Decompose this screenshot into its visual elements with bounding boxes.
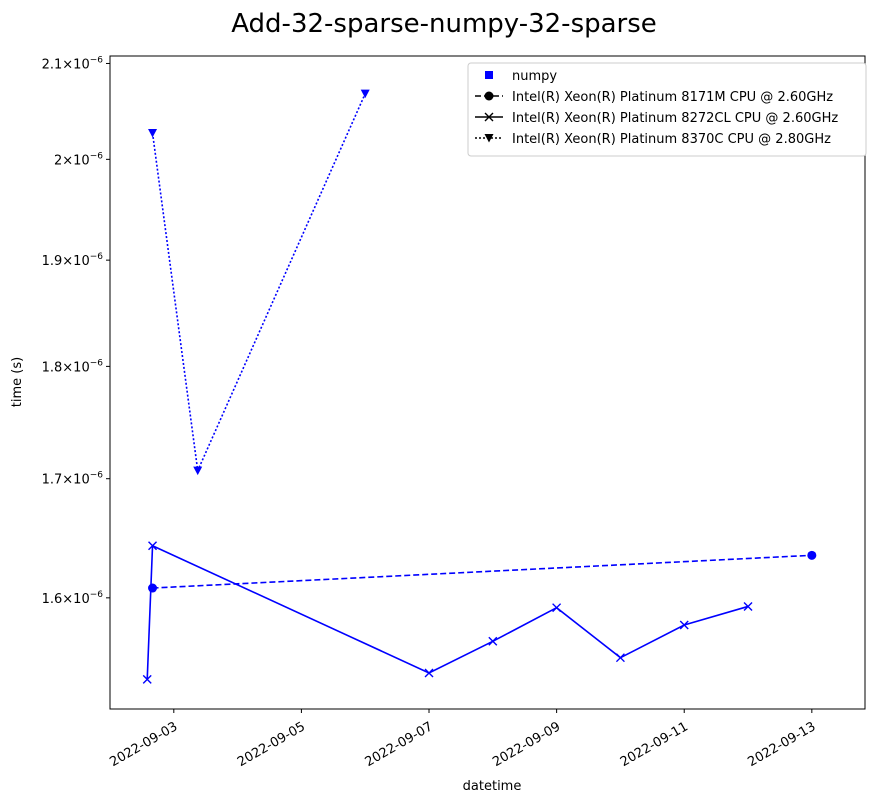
y-tick-label-2: 1.7×10−6 <box>42 471 104 488</box>
series-2-point-2 <box>148 541 158 551</box>
series-3-point-2 <box>193 466 203 476</box>
x-tick-label-4: 2022-09-09 <box>490 719 563 770</box>
y-axis-label: time (s) <box>10 357 25 407</box>
legend-box <box>467 62 867 157</box>
legend-entry-3: Intel(R) Xeon(R) Platinum 8272CL CPU @ 2… <box>475 111 838 126</box>
legend-label-4: Intel(R) Xeon(R) Platinum 8370C CPU @ 2.… <box>512 132 831 147</box>
series-layer <box>142 89 817 684</box>
series-3-point-1 <box>148 128 158 138</box>
chart-title: Add-32-sparse-numpy-32-sparse <box>231 9 657 39</box>
series-1-point-2 <box>807 550 817 560</box>
x-tick-label-6: 2022-09-13 <box>745 719 818 770</box>
series-2-line <box>146 544 749 680</box>
y-tick-label-6: 2.1×10−6 <box>42 55 104 72</box>
series-2-point-8 <box>743 601 753 611</box>
series-2-point-1 <box>142 674 152 684</box>
series-2-point-7 <box>679 620 689 630</box>
y-tick-label-1: 1.6×10−6 <box>42 590 104 607</box>
x-tick-label-5: 2022-09-11 <box>618 719 691 770</box>
series-2-point-5 <box>552 603 562 613</box>
series-3 <box>148 89 370 476</box>
plot-area <box>110 56 865 709</box>
series-1-line <box>152 554 812 589</box>
legend-label-2: Intel(R) Xeon(R) Platinum 8171M CPU @ 2.… <box>512 90 833 105</box>
x-tick-label-2: 2022-09-05 <box>235 719 308 770</box>
series-3-point-3 <box>360 89 370 99</box>
series-2-point-3 <box>424 668 434 678</box>
series-2-point-6 <box>615 653 625 663</box>
legend-entry-4: Intel(R) Xeon(R) Platinum 8370C CPU @ 2.… <box>475 132 831 147</box>
legend-label-1: numpy <box>512 69 557 84</box>
legend-entry-2: Intel(R) Xeon(R) Platinum 8171M CPU @ 2.… <box>475 90 833 105</box>
legend-marker-3 <box>484 112 494 122</box>
series-2-point-4 <box>488 636 498 646</box>
legend-marker-4 <box>484 134 494 143</box>
y-tick-label-5: 2×10−6 <box>54 151 103 168</box>
y-tick-label-4: 1.9×10−6 <box>42 252 104 269</box>
legend: numpy Intel(R) Xeon(R) Platinum 8171M CPU… <box>467 62 867 157</box>
legend-entry-1: numpy <box>485 69 557 84</box>
x-tick-label-3: 2022-09-07 <box>363 719 436 770</box>
x-axis-label: datetime <box>463 779 522 794</box>
y-tick-label-3: 1.8×10−6 <box>42 358 104 375</box>
x-tick-label-1: 2022-09-03 <box>107 719 180 770</box>
series-1-point-1 <box>148 583 158 593</box>
series-2 <box>142 541 753 684</box>
legend-marker-1 <box>485 71 493 79</box>
plot-frame <box>109 55 866 710</box>
legend-marker-2 <box>484 91 494 101</box>
legend-label-3: Intel(R) Xeon(R) Platinum 8272CL CPU @ 2… <box>512 111 838 126</box>
